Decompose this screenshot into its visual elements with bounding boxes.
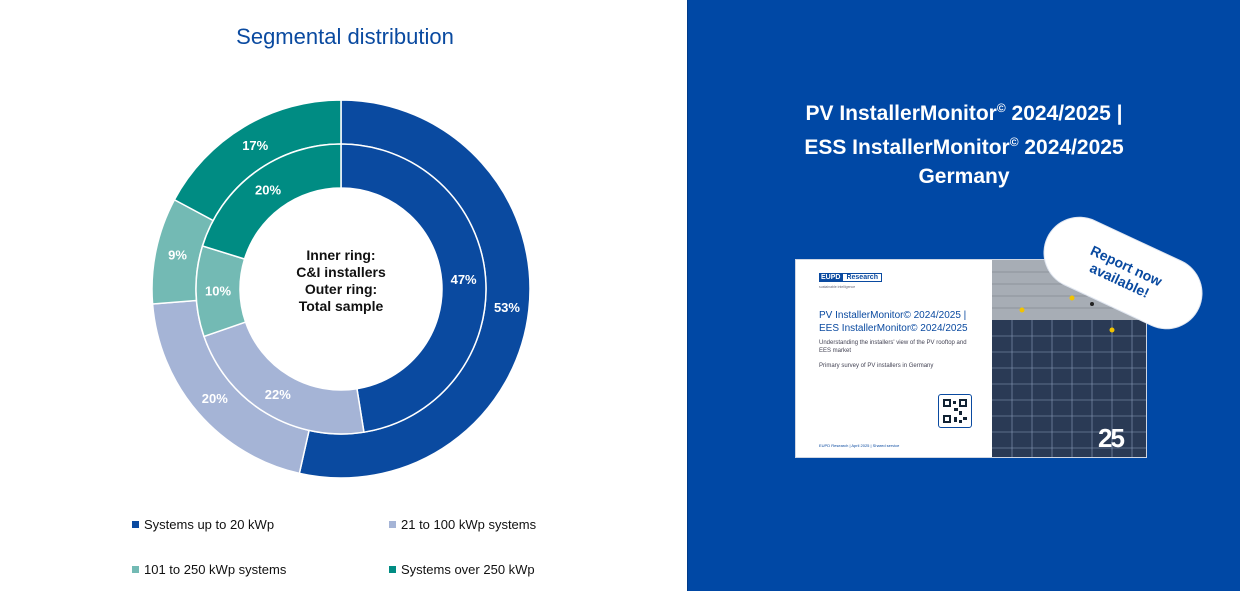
outer-slice-label-1: 20% xyxy=(202,391,228,406)
report-title-line1: PV InstallerMonitor© 2024/2025 | xyxy=(819,310,967,321)
slice-labels: 53% 20% 9% 17% 47% 22% 10% 20% xyxy=(168,138,520,406)
chart-panel: Segmental distribution 53% 20% 9% 17% 47% 22%… xyxy=(132,24,537,577)
inner-slice-label-2: 10% xyxy=(205,283,231,298)
inner-slice-label-0: 47% xyxy=(451,272,477,287)
legend-item-over-250: Systems over 250 kWp xyxy=(389,562,535,577)
promo-panel: PV InstallerMonitor© 2024/2025 | ESS Ins… xyxy=(687,0,1240,591)
anniversary-badge: 25 xyxy=(1098,423,1125,453)
logo-part-a: EUPD xyxy=(819,273,843,282)
title-line2-sup: © xyxy=(1009,135,1019,149)
report-subtitle-2: Primary survey of PV installers in Germa… xyxy=(819,363,934,369)
logo-part-b: Research xyxy=(842,273,882,282)
outer-slice-label-3: 17% xyxy=(242,138,268,153)
report-tagline: sustainable intelligence xyxy=(819,285,856,289)
legend-item-21-to-100: 21 to 100 kWp systems xyxy=(389,517,536,532)
title-line2-a: ESS InstallerMonitor xyxy=(804,136,1010,159)
report-title: PV InstallerMonitor© 2024/2025 | EES Ins… xyxy=(819,309,989,335)
inner-slice-label-3: 20% xyxy=(255,182,281,197)
title-line1-b: 2024/2025 | xyxy=(1005,102,1123,125)
donut-chart: 53% 20% 9% 17% 47% 22% 10% 20% Inner ring: C&I … xyxy=(151,99,531,479)
report-cover-text: EUPD Research sustainable intelligence P… xyxy=(796,260,992,457)
legend-item-up-to-20: Systems up to 20 kWp xyxy=(132,517,274,532)
inner-slice-0 xyxy=(340,143,487,434)
legend-item-101-to-250: 101 to 250 kWp systems xyxy=(132,562,286,577)
report-title-line2: EES InstallerMonitor© 2024/2025 xyxy=(819,323,968,334)
inner-ring xyxy=(195,143,487,435)
legend-swatch-up-to-20 xyxy=(132,521,139,528)
inner-slice-label-1: 22% xyxy=(265,387,291,402)
legend-label: 101 to 250 kWp systems xyxy=(144,562,287,577)
report-footer: EUPD Research | April 2025 | Shared serv… xyxy=(819,443,900,448)
title-line2-b: 2024/2025 xyxy=(1018,136,1124,159)
eupd-logo: EUPD Research xyxy=(819,273,882,282)
center-line-3: Outer ring: xyxy=(305,281,377,297)
center-line-2: C&I installers xyxy=(296,264,386,280)
outer-ring xyxy=(151,99,531,479)
report-subtitle: Understanding the installers' view of th… xyxy=(819,340,967,354)
center-line-4: Total sample xyxy=(299,298,384,314)
qr-code-icon xyxy=(938,394,972,428)
legend-label: Systems up to 20 kWp xyxy=(144,517,275,532)
legend-label: Systems over 250 kWp xyxy=(401,562,535,577)
center-line-1: Inner ring: xyxy=(306,247,375,263)
title-line1-sup: © xyxy=(996,101,1006,115)
legend-label: 21 to 100 kWp systems xyxy=(401,517,537,532)
title-line3: Germany xyxy=(918,165,1010,188)
inner-slice-3 xyxy=(201,143,342,260)
chart-title: Segmental distribution xyxy=(236,24,454,49)
center-text: Inner ring: C&I installers Outer ring: T… xyxy=(296,247,386,314)
title-line1-a: PV InstallerMonitor xyxy=(805,102,997,125)
legend-swatch-21-to-100 xyxy=(389,521,396,528)
promo-title: PV InstallerMonitor© 2024/2025 | ESS Ins… xyxy=(688,94,1240,191)
legend-swatch-over-250 xyxy=(389,566,396,573)
outer-slice-label-2: 9% xyxy=(168,247,187,262)
legend-swatch-101-to-250 xyxy=(132,566,139,573)
outer-slice-label-0: 53% xyxy=(494,300,520,315)
